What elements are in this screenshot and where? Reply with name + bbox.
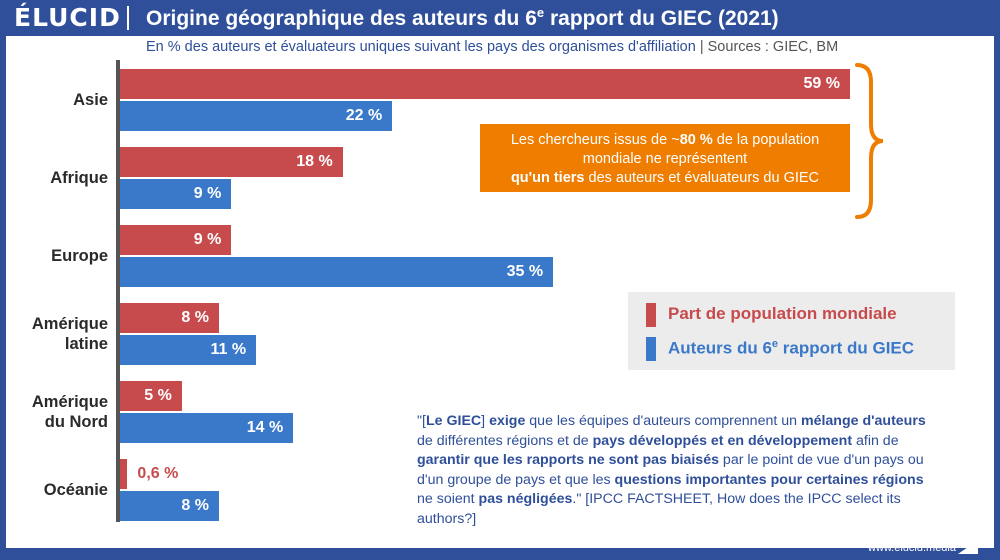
callout-line-3: qu'un tiers des auteurs et évaluateurs d… xyxy=(480,169,850,188)
quote-emphasis: mélange d'auteurs xyxy=(800,413,926,429)
callout-box: Les chercheurs issus de ~80 % de la popu… xyxy=(480,124,850,192)
category-label-line: Europe xyxy=(51,247,108,265)
category-label-line: du Nord xyxy=(44,413,108,431)
callout-text-3b: des auteurs et évaluateurs du GIEC xyxy=(584,170,820,186)
left-border xyxy=(0,0,6,560)
category-label-line: Océanie xyxy=(43,481,108,499)
data-label-population: 0,6 % xyxy=(137,465,179,482)
legend-swatch-population xyxy=(646,303,656,327)
bar-population xyxy=(120,69,850,99)
quote-emphasis: Le GIEC xyxy=(425,413,482,429)
header-banner: ÉLUCID Origine géographique des auteurs … xyxy=(0,0,1000,36)
legend-label-authors: Auteurs du 6e rapport du GIEC xyxy=(668,338,914,359)
bar-population xyxy=(120,147,343,177)
bar-population xyxy=(120,381,182,411)
legend-label-population: Part de population mondiale xyxy=(668,304,897,323)
data-label-population: 18 % xyxy=(296,153,333,170)
quote-text: que les équipes d'auteurs comprennent un xyxy=(525,413,801,429)
quote-text: afin de xyxy=(852,432,899,449)
elucid-logo: ÉLUCID xyxy=(14,3,121,32)
ipcc-quote: "[Le GIEC] exige que les équipes d'auteu… xyxy=(417,412,937,529)
callout-text-3a: qu'un tiers xyxy=(510,170,585,186)
chart-title: Origine géographique des auteurs du 6e r… xyxy=(146,5,779,31)
callout-line-2: mondiale ne représentent xyxy=(582,151,748,167)
data-label-authors: 22 % xyxy=(345,107,383,124)
legend-authors-end: rapport du GIEC xyxy=(778,338,915,358)
category-label: Asie xyxy=(0,90,108,110)
quote-text: ] xyxy=(481,413,490,429)
data-label-population: 8 % xyxy=(181,309,209,326)
bar-authors xyxy=(120,101,393,131)
quote-text: de différentes régions et de xyxy=(417,432,593,449)
callout-text-1b: 80 % xyxy=(679,132,713,148)
quote-emphasis: pays développés et en développement xyxy=(592,432,853,449)
data-label-authors: 8 % xyxy=(181,497,209,514)
category-label: Afrique xyxy=(0,168,108,188)
category-label-line: Amérique xyxy=(31,393,108,411)
bar-population xyxy=(120,303,219,333)
bar-authors xyxy=(120,257,554,287)
category-label: Amérique du Nord xyxy=(0,392,108,432)
quote-text: par le point de vue d'un pays ou d'un gr… xyxy=(417,452,924,488)
elucid-mark-icon xyxy=(958,540,978,554)
data-label-population: 59 % xyxy=(803,75,840,92)
footer-site: www.elucid.media xyxy=(867,542,956,554)
category-label-line: latine xyxy=(64,335,108,353)
category-label-line: Amérique xyxy=(31,315,108,333)
quote-text: ne soient xyxy=(417,491,479,507)
category-label-line: Afrique xyxy=(50,169,108,187)
title-end: rapport du GIEC (2021) xyxy=(544,7,779,30)
data-label-authors: 14 % xyxy=(246,419,284,436)
data-label-authors: 11 % xyxy=(210,341,247,358)
quote-text: ." [IPCC FACTSHEET, How does the IPCC se… xyxy=(417,491,901,527)
data-label-authors: 9 % xyxy=(193,185,222,202)
callout-text-1c: de la population xyxy=(712,132,820,148)
legend: Part de population mondiale Auteurs du 6… xyxy=(628,292,955,370)
quote-emphasis: exige xyxy=(489,413,526,429)
title-superscript: e xyxy=(536,5,545,20)
bar-population xyxy=(120,459,128,489)
logo-divider xyxy=(127,6,129,30)
bar-authors xyxy=(120,179,232,209)
bottom-bar xyxy=(0,548,1000,560)
callout-text-1a: Les chercheurs issus de ~ xyxy=(510,132,680,148)
bar-authors xyxy=(120,491,219,521)
bar-authors xyxy=(120,413,294,443)
right-border xyxy=(994,0,1000,560)
data-label-population: 5 % xyxy=(144,387,172,404)
legend-authors-main: Auteurs du 6 xyxy=(668,338,772,358)
curly-brace xyxy=(855,63,884,219)
data-label-population: 9 % xyxy=(193,231,222,248)
chart-subtitle: En % des auteurs et évaluateurs uniques … xyxy=(146,39,838,55)
data-label-authors: 35 % xyxy=(506,263,544,280)
y-axis-line xyxy=(116,60,120,522)
quote-emphasis: questions importantes pour certaines rég… xyxy=(614,471,924,488)
callout-line-1: Les chercheurs issus de ~80 % de la popu… xyxy=(480,131,850,150)
subtitle-sources: Sources : GIEC, BM xyxy=(707,39,839,55)
quote-emphasis: pas négligées xyxy=(478,491,573,507)
subtitle-separator: | xyxy=(699,39,704,55)
category-label: Océanie xyxy=(0,480,108,500)
quote-emphasis: garantir que les rapports ne sont pas bi… xyxy=(417,452,719,468)
legend-authors-sup: e xyxy=(771,338,779,350)
subtitle-text: En % des auteurs et évaluateurs uniques … xyxy=(146,39,696,55)
category-label: Europe xyxy=(0,246,108,266)
legend-swatch-authors xyxy=(646,337,656,361)
category-label: Amérique latine xyxy=(0,314,108,354)
title-main: Origine géographique des auteurs du 6 xyxy=(146,7,537,30)
bar-population xyxy=(120,225,232,255)
quote-text: "[ xyxy=(417,413,426,429)
category-label-line: Asie xyxy=(73,91,108,109)
bar-authors xyxy=(120,335,257,365)
